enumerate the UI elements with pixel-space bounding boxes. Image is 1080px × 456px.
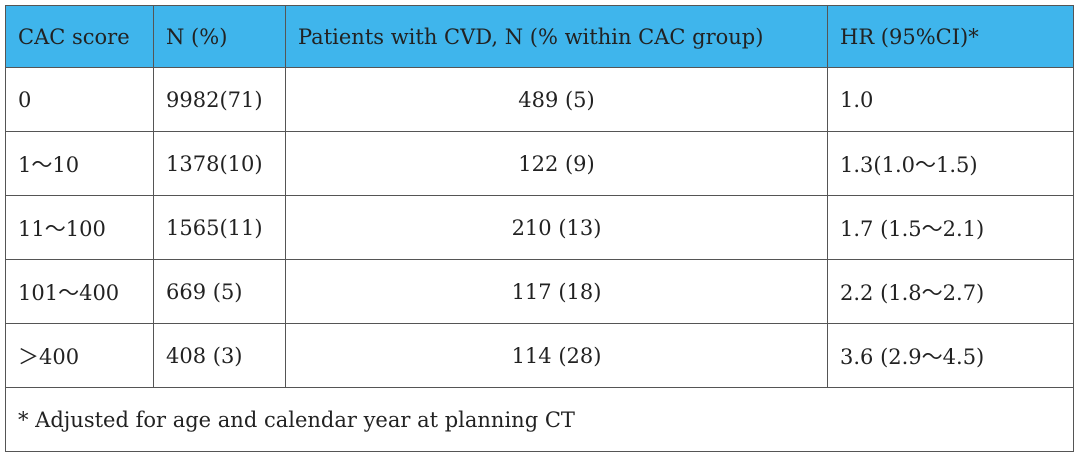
table-cell: 1.0 xyxy=(827,67,1074,132)
table-cell: 117 (18) xyxy=(285,259,828,324)
table-row: 11～100 1565(11) 210 (13) 1.7 (1.5～2.1) xyxy=(5,195,1074,260)
table-row: 1～10 1378(10) 122 (9) 1.3(1.0～1.5) xyxy=(5,131,1074,196)
header-cell: HR (95%CI)* xyxy=(827,5,1074,68)
footnote-row: * Adjusted for age and calendar year at … xyxy=(5,387,1074,452)
table-row: 0 9982(71) 489 (5) 1.0 xyxy=(5,67,1074,132)
table-row: 101～400 669 (5) 117 (18) 2.2 (1.8～2.7) xyxy=(5,259,1074,324)
table-cell: 101～400 xyxy=(5,259,154,324)
table-cell: 210 (13) xyxy=(285,195,828,260)
table-row: ＞400 408 (3) 114 (28) 3.6 (2.9～4.5) xyxy=(5,323,1074,388)
table-cell: 1～10 xyxy=(5,131,154,196)
footnote: * Adjusted for age and calendar year at … xyxy=(5,387,1074,452)
table-cell: 1378(10) xyxy=(153,131,286,196)
cac-table: CAC score N (%) Patients with CVD, N (% wi… xyxy=(5,5,1074,452)
table-cell: 122 (9) xyxy=(285,131,828,196)
table-cell: 489 (5) xyxy=(285,67,828,132)
header-cell: N (%) xyxy=(153,5,286,68)
table-cell: 669 (5) xyxy=(153,259,286,324)
header-cell: CAC score xyxy=(5,5,154,68)
table-cell: 3.6 (2.9～4.5) xyxy=(827,323,1074,388)
table-cell: 0 xyxy=(5,67,154,132)
header-cell: Patients with CVD, N (% within CAC group… xyxy=(285,5,828,68)
table-body: 0 9982(71) 489 (5) 1.0 1～10 1378(10) 122 (9) 1.… xyxy=(5,67,1074,452)
table-cell: 114 (28) xyxy=(285,323,828,388)
table-cell: 9982(71) xyxy=(153,67,286,132)
table-cell: 11～100 xyxy=(5,195,154,260)
table-cell: 1.3(1.0～1.5) xyxy=(827,131,1074,196)
table-cell: 1565(11) xyxy=(153,195,286,260)
table-cell: 408 (3) xyxy=(153,323,286,388)
table-cell: ＞400 xyxy=(5,323,154,388)
table-cell: 2.2 (1.8～2.7) xyxy=(827,259,1074,324)
header-row: CAC score N (%) Patients with CVD, N (% wi… xyxy=(5,5,1074,68)
table-cell: 1.7 (1.5～2.1) xyxy=(827,195,1074,260)
